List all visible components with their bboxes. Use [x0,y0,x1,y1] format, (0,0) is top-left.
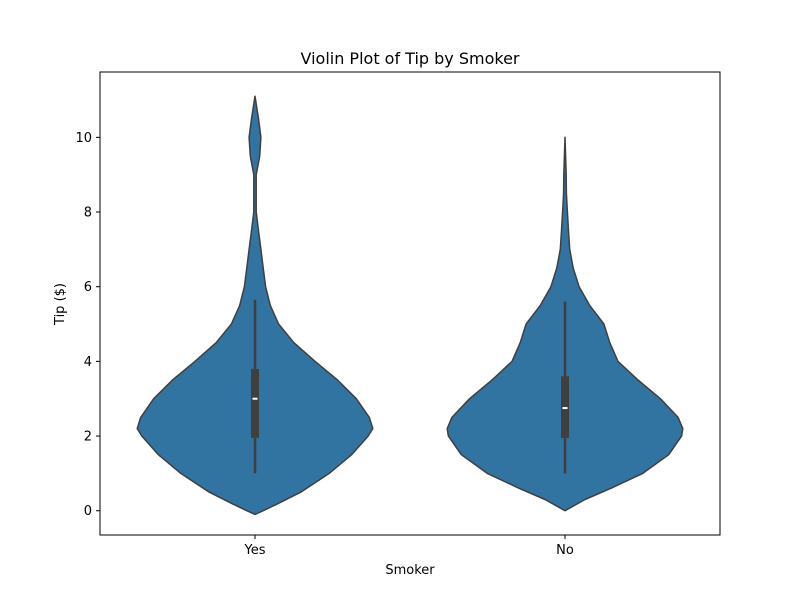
y-tick-label: 8 [84,206,92,221]
y-tick-label: 10 [75,131,92,146]
plot-area [136,95,684,516]
y-tick-label: 4 [84,355,92,370]
y-axis-label: Tip ($) [53,283,68,326]
y-tick-label: 6 [84,280,92,295]
x-tick-label: No [556,543,574,558]
x-axis-label: Smoker [385,563,435,578]
y-tick-label: 0 [84,504,92,519]
x-tick-label: Yes [244,543,266,558]
axes: 0 2 4 6 8 10 Yes No [75,131,573,558]
chart-title: Violin Plot of Tip by Smoker [300,49,519,68]
iqr-box-yes [251,368,259,438]
y-tick-label: 2 [84,430,92,445]
plot-frame [99,71,721,536]
